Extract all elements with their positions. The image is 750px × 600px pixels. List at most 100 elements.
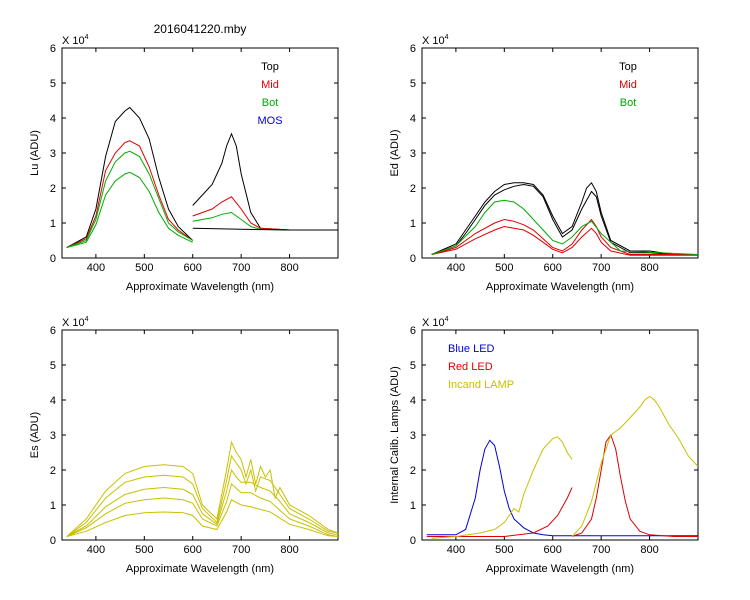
x-tick-label: 800: [640, 544, 658, 556]
y-axis-label: Ed (ADU): [389, 129, 401, 176]
y-tick-label: 2: [50, 183, 56, 195]
y-tick-label: 0: [50, 253, 56, 265]
series-line-es-2: [66, 454, 338, 537]
y-exponent-base: X 10: [422, 317, 445, 329]
x-axis-label: Approximate Wavelength (nm): [486, 563, 634, 575]
legend-entry: Bot: [262, 97, 279, 109]
series-line-mid: [192, 196, 338, 231]
y-tick-label: 0: [50, 535, 56, 547]
series-line-bot: [431, 199, 698, 255]
y-tick-label: 5: [50, 78, 56, 90]
x-tick-label: 700: [232, 544, 250, 556]
x-tick-label: 800: [640, 262, 658, 274]
y-exponent-power: 4: [85, 316, 89, 323]
x-tick-label: 600: [544, 544, 562, 556]
series-line-top: [66, 106, 194, 248]
y-exponent-label: X 104: [422, 316, 449, 329]
x-tick-label: 600: [184, 262, 202, 274]
series-group: [426, 395, 698, 539]
y-exponent-base: X 10: [62, 317, 85, 329]
x-axis-label: Approximate Wavelength (nm): [126, 563, 274, 575]
y-tick-label: 4: [410, 395, 416, 407]
series-line-top: [431, 183, 698, 255]
plot-frame: [421, 47, 699, 259]
series-line-es-5: [66, 499, 338, 537]
legend-entry: Mid: [261, 79, 279, 91]
y-tick-label: 4: [50, 113, 56, 125]
figure-title: 2016041220.mby: [154, 22, 247, 36]
y-axis-label: Internal Calib. Lamps (ADU): [389, 366, 401, 504]
series-line-bot: [192, 211, 338, 231]
x-axis-label: Approximate Wavelength (nm): [486, 281, 634, 293]
series-line-top: [192, 132, 338, 231]
x-tick-label: 400: [447, 262, 465, 274]
y-axis-label: Es (ADU): [29, 412, 41, 458]
series-line-incand-lamp: [571, 395, 698, 537]
y-tick-label: 1: [410, 218, 416, 230]
x-tick-label: 400: [87, 544, 105, 556]
series-line-mid: [431, 218, 698, 255]
x-tick-label: 600: [184, 544, 202, 556]
legend-entry: Top: [619, 61, 637, 73]
series-line-red-led: [426, 487, 573, 537]
series-line-top: [431, 181, 698, 255]
x-tick-label: 800: [280, 544, 298, 556]
legend-entry: Bot: [620, 97, 637, 109]
y-tick-label: 6: [50, 325, 56, 337]
y-tick-label: 3: [410, 148, 416, 160]
x-tick-label: 700: [592, 262, 610, 274]
y-tick-label: 3: [50, 148, 56, 160]
series-line-mid: [66, 140, 193, 248]
y-tick-label: 0: [410, 253, 416, 265]
x-axis-label: Approximate Wavelength (nm): [126, 281, 274, 293]
series-line-es-3: [66, 468, 338, 537]
legend-entry: Blue LED: [448, 343, 495, 355]
plot-frame: [61, 47, 339, 259]
y-tick-label: 2: [410, 465, 416, 477]
y-tick-label: 3: [50, 430, 56, 442]
y-tick-label: 1: [50, 500, 56, 512]
y-exponent-power: 4: [445, 34, 449, 41]
y-tick-label: 5: [410, 78, 416, 90]
y-tick-label: 6: [410, 325, 416, 337]
y-exponent-power: 4: [85, 34, 89, 41]
x-tick-label: 500: [495, 262, 513, 274]
y-tick-label: 6: [50, 43, 56, 55]
series-line-mid: [431, 225, 698, 256]
series-line-incand-lamp: [431, 436, 573, 539]
y-tick-label: 2: [410, 183, 416, 195]
series-group: [66, 106, 338, 248]
x-tick-label: 700: [592, 544, 610, 556]
y-exponent-label: X 104: [62, 316, 89, 329]
x-tick-label: 500: [135, 262, 153, 274]
series-group: [431, 181, 698, 256]
y-exponent-base: X 10: [422, 35, 445, 47]
series-line-red-led: [571, 433, 698, 537]
series-line-bot: [66, 150, 193, 248]
legend-entry: Top: [261, 61, 279, 73]
y-axis-label: Lu (ADU): [29, 130, 41, 176]
series-line-blue-led: [426, 439, 698, 537]
x-tick-label: 400: [447, 544, 465, 556]
series-line-es-1: [66, 440, 338, 537]
x-tick-label: 400: [87, 262, 105, 274]
y-tick-label: 1: [410, 500, 416, 512]
y-exponent-base: X 10: [62, 35, 85, 47]
y-tick-label: 2: [50, 465, 56, 477]
y-exponent-label: X 104: [62, 34, 89, 47]
x-tick-label: 700: [232, 262, 250, 274]
x-tick-label: 800: [280, 262, 298, 274]
y-tick-label: 4: [410, 113, 416, 125]
x-tick-label: 500: [495, 544, 513, 556]
y-tick-label: 0: [410, 535, 416, 547]
legend-entry: Red LED: [448, 361, 493, 373]
series-group: [66, 440, 338, 537]
x-tick-label: 600: [544, 262, 562, 274]
y-tick-label: 5: [410, 360, 416, 372]
y-exponent-power: 4: [445, 316, 449, 323]
x-tick-label: 500: [135, 544, 153, 556]
